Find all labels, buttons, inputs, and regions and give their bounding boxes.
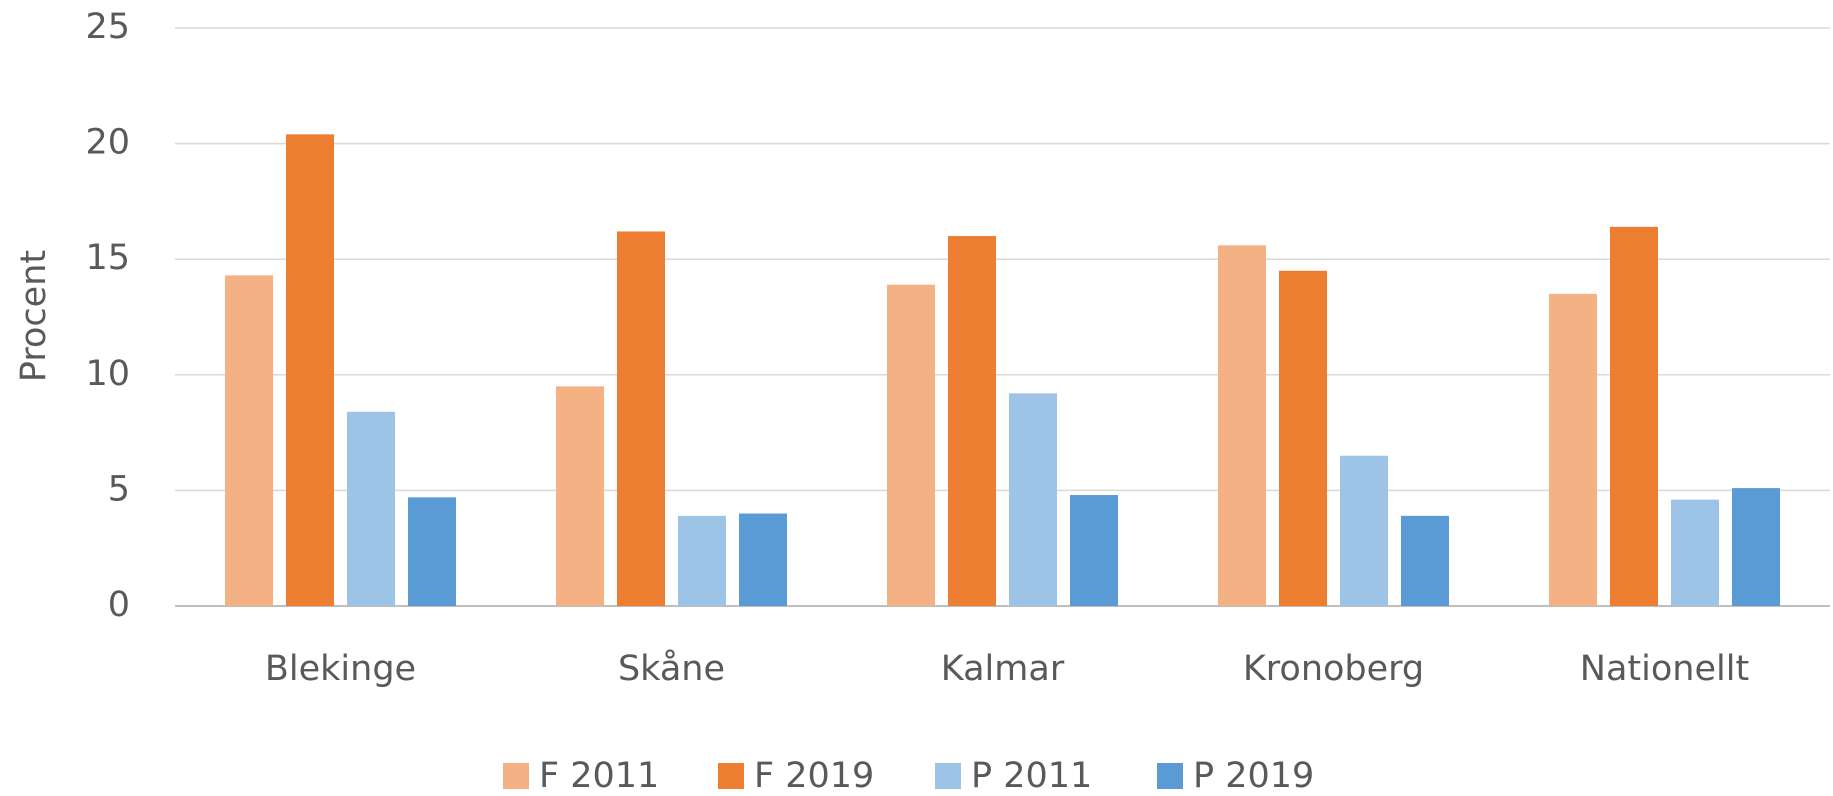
legend-label: F 2011	[539, 756, 659, 796]
bar	[225, 275, 273, 606]
y-tick-label: 10	[85, 354, 130, 394]
y-tick-label: 20	[85, 123, 130, 163]
bar	[617, 231, 665, 606]
y-tick-label: 25	[85, 7, 130, 47]
bar	[1549, 293, 1597, 606]
bar	[1671, 499, 1719, 606]
legend-swatch	[503, 763, 529, 789]
bar	[408, 497, 456, 606]
x-tick-label: Kalmar	[941, 649, 1065, 689]
y-axis-label: Procent	[14, 250, 54, 382]
bar	[1218, 245, 1266, 606]
bar	[678, 515, 726, 606]
bar	[556, 386, 604, 606]
legend-label: F 2019	[754, 756, 874, 796]
legend-swatch	[935, 763, 961, 789]
bar	[1610, 226, 1658, 606]
bar	[739, 513, 787, 606]
bar	[347, 411, 395, 606]
legend-swatch	[1157, 763, 1183, 789]
legend-label: P 2019	[1193, 756, 1314, 796]
bar	[1009, 393, 1057, 606]
x-tick-label: Kronoberg	[1243, 649, 1424, 689]
bar	[1279, 270, 1327, 606]
bar	[948, 236, 996, 606]
bar	[1401, 515, 1449, 606]
y-tick-label: 0	[108, 585, 130, 625]
bar	[1732, 488, 1780, 606]
y-tick-label: 5	[108, 469, 130, 509]
y-tick-label: 15	[85, 238, 130, 278]
bar	[887, 284, 935, 606]
bar	[286, 134, 334, 607]
x-tick-label: Blekinge	[265, 649, 416, 689]
legend-swatch	[718, 763, 744, 789]
x-tick-label: Nationellt	[1580, 649, 1749, 689]
legend-label: P 2011	[971, 756, 1092, 796]
bar	[1070, 495, 1118, 606]
x-tick-label: Skåne	[618, 648, 725, 689]
bar	[1340, 455, 1388, 606]
